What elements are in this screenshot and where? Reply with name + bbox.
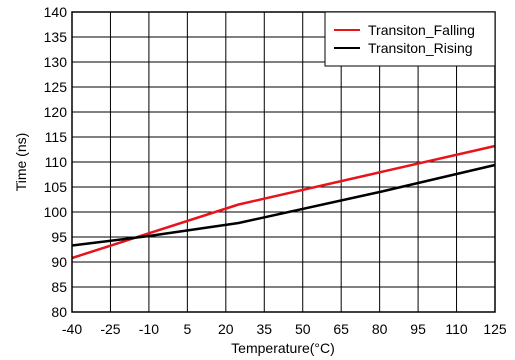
- x-tick-label: 80: [372, 321, 388, 337]
- x-tick-label: 110: [445, 321, 468, 337]
- y-tick-label: 130: [44, 54, 68, 70]
- series-lines: [71, 144, 496, 260]
- y-tick-label: 115: [45, 129, 68, 145]
- x-tick-label: 125: [483, 321, 507, 337]
- legend-box: [324, 11, 496, 67]
- y-axis-ticks: 80 85 90 95 100 105 110 115 120 125 130 135 140: [44, 4, 68, 320]
- y-tick-label: 110: [45, 154, 68, 170]
- x-tick-label: -25: [100, 321, 120, 337]
- x-axis-ticks: -40 -25 -10 5 20 35 50 65 80 95 110 125: [62, 321, 507, 337]
- y-tick-label: 105: [44, 179, 68, 195]
- x-axis-label: Temperature(°C): [231, 340, 335, 356]
- y-tick-label: 125: [44, 79, 68, 95]
- y-axis-label: Time (ns): [13, 133, 29, 192]
- x-tick-label: 65: [333, 321, 349, 337]
- series-line-rising: [71, 163, 496, 247]
- x-tick-label: 95: [410, 321, 426, 337]
- y-tick-label: 140: [44, 4, 68, 20]
- y-tick-label: 120: [44, 104, 68, 120]
- legend: Transiton_Falling Transiton_Rising: [324, 11, 496, 67]
- legend-label-rising: Transiton_Rising: [368, 40, 473, 56]
- y-tick-label: 85: [51, 279, 67, 295]
- y-tick-label: 135: [44, 29, 68, 45]
- y-tick-label: 95: [51, 229, 67, 245]
- y-tick-label: 100: [44, 204, 68, 220]
- series-line-falling: [71, 144, 496, 260]
- x-tick-label: 5: [183, 321, 191, 337]
- y-tick-label: 80: [51, 304, 67, 320]
- x-tick-label: 20: [218, 321, 234, 337]
- y-tick-label: 90: [51, 254, 67, 270]
- x-tick-label: -10: [139, 321, 159, 337]
- x-tick-label: 35: [256, 321, 272, 337]
- x-tick-label: 50: [295, 321, 311, 337]
- x-tick-label: -40: [62, 321, 82, 337]
- legend-label-falling: Transiton_Falling: [368, 22, 475, 38]
- plot-border: [71, 11, 496, 313]
